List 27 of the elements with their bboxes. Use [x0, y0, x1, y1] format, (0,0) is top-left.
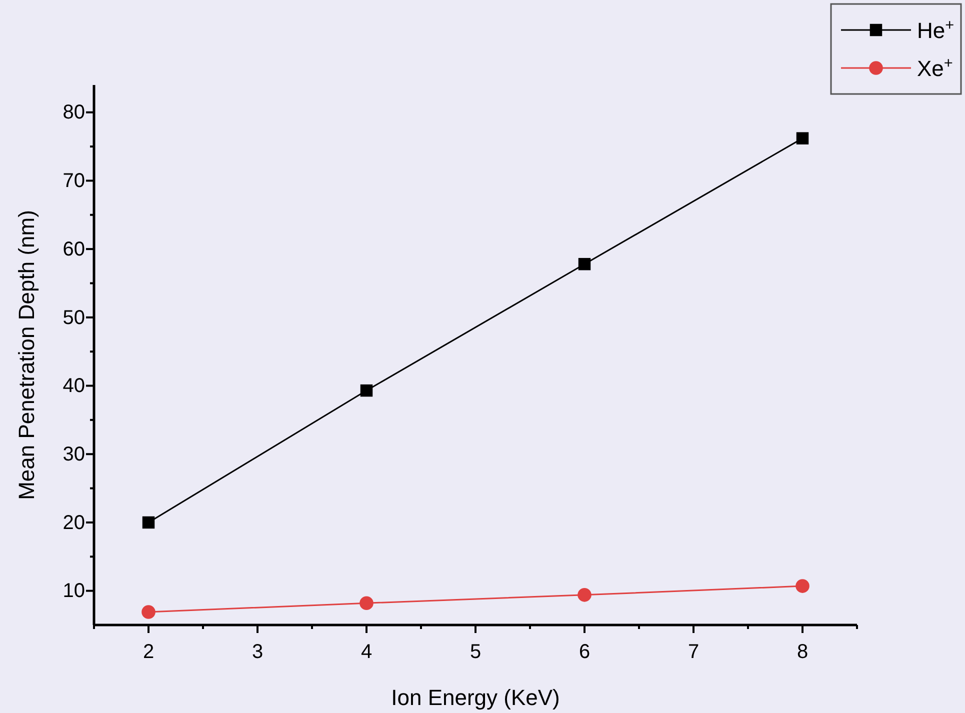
y-tick-label: 60 [62, 238, 85, 260]
point [796, 579, 810, 593]
x-tick-label: 4 [360, 641, 372, 663]
point [142, 605, 156, 619]
x-tick-label: 2 [142, 641, 154, 663]
x-axis-title: Ion Energy (KeV) [391, 685, 560, 710]
x-tick-label: 5 [470, 641, 482, 663]
y-tick-label: 50 [62, 306, 85, 329]
point [360, 596, 374, 610]
legend-label: He$^{+}$ [917, 16, 954, 43]
y-tick-label: 30 [62, 444, 85, 466]
point [578, 588, 592, 602]
y-tick-label: 20 [62, 512, 85, 534]
y-axis-title: Mean Penetration Depth (nm) [14, 210, 39, 500]
legend-label: Xe$^{+}$ [917, 54, 953, 81]
point [578, 258, 591, 270]
x-tick-label: 8 [796, 641, 808, 663]
x-tick-label: 6 [578, 641, 590, 663]
y-tick-label: 70 [62, 170, 85, 192]
point [142, 516, 155, 529]
y-tick-label: 10 [62, 580, 85, 602]
x-tick-label: 3 [252, 641, 264, 663]
point [360, 384, 373, 397]
x-tick-label: 7 [688, 641, 700, 663]
y-tick-label: 80 [62, 102, 85, 124]
y-tick-label: 40 [62, 375, 85, 398]
point [796, 132, 809, 144]
